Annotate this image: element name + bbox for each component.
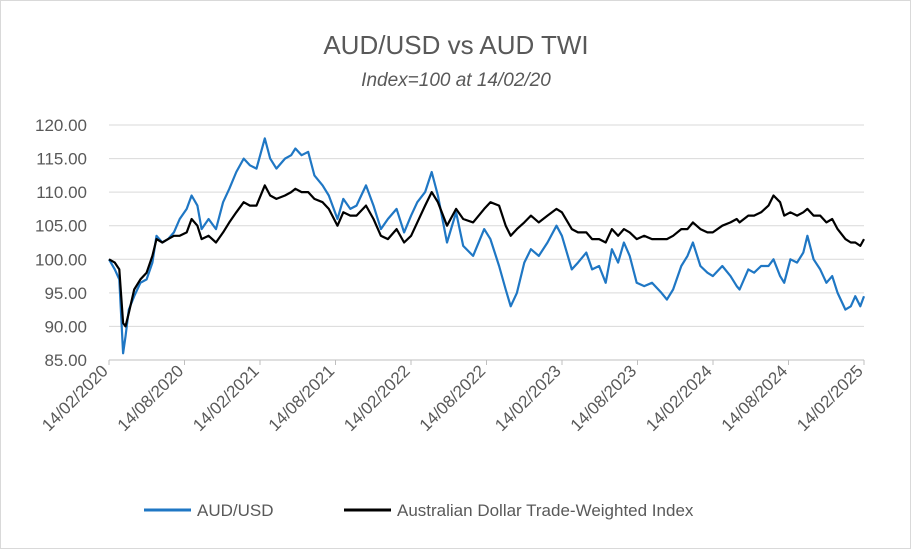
- y-tick-label: 115.00: [36, 150, 87, 169]
- legend-label-twi: Australian Dollar Trade-Weighted Index: [397, 501, 694, 520]
- y-tick-label: 120.00: [35, 116, 87, 135]
- x-tick-label: 14/02/2025: [793, 361, 867, 435]
- y-axis-ticks: 120.00 115.00 110.00 105.00 100.00 95.00 90.00…: [35, 116, 87, 370]
- series-lines: [108, 137, 866, 355]
- x-tick-label: 14/08/2023: [567, 361, 641, 435]
- x-tick-label: 14/08/2021: [265, 361, 339, 435]
- x-tick-label: 14/02/2022: [340, 361, 414, 435]
- y-tick-label: 95.00: [44, 284, 87, 303]
- legend-item-twi[interactable]: Australian Dollar Trade-Weighted Index: [344, 501, 694, 520]
- y-tick-label: 90.00: [44, 317, 87, 336]
- legend: AUD/USD Australian Dollar Trade-Weighted…: [144, 501, 694, 520]
- y-tick-label: 110.00: [36, 183, 87, 202]
- chart-title: AUD/USD vs AUD TWI: [323, 30, 588, 60]
- y-tick-label: 100.00: [35, 250, 87, 269]
- legend-label-audusd: AUD/USD: [197, 501, 274, 520]
- y-tick-label: 105.00: [35, 217, 87, 236]
- y-tick-label: 85.00: [44, 351, 87, 370]
- x-tick-label: 14/02/2023: [491, 361, 565, 435]
- x-tick-label: 14/02/2020: [38, 361, 112, 435]
- x-tick-label: 14/08/2024: [718, 361, 792, 435]
- x-tick-label: 14/08/2022: [416, 361, 490, 435]
- series-line-audusd: [108, 137, 866, 355]
- chart-subtitle: Index=100 at 14/02/20: [361, 70, 551, 91]
- legend-item-audusd[interactable]: AUD/USD: [144, 501, 274, 520]
- x-tick-label: 14/08/2020: [114, 361, 188, 435]
- x-tick-label: 14/02/2021: [189, 361, 263, 435]
- x-tick-label: 14/02/2024: [642, 361, 716, 435]
- gridlines: [109, 124, 864, 361]
- series-line-twi: [108, 184, 865, 328]
- x-axis-ticks: 14/02/2020 14/08/2020 14/02/2021 14/08/2021…: [38, 360, 867, 435]
